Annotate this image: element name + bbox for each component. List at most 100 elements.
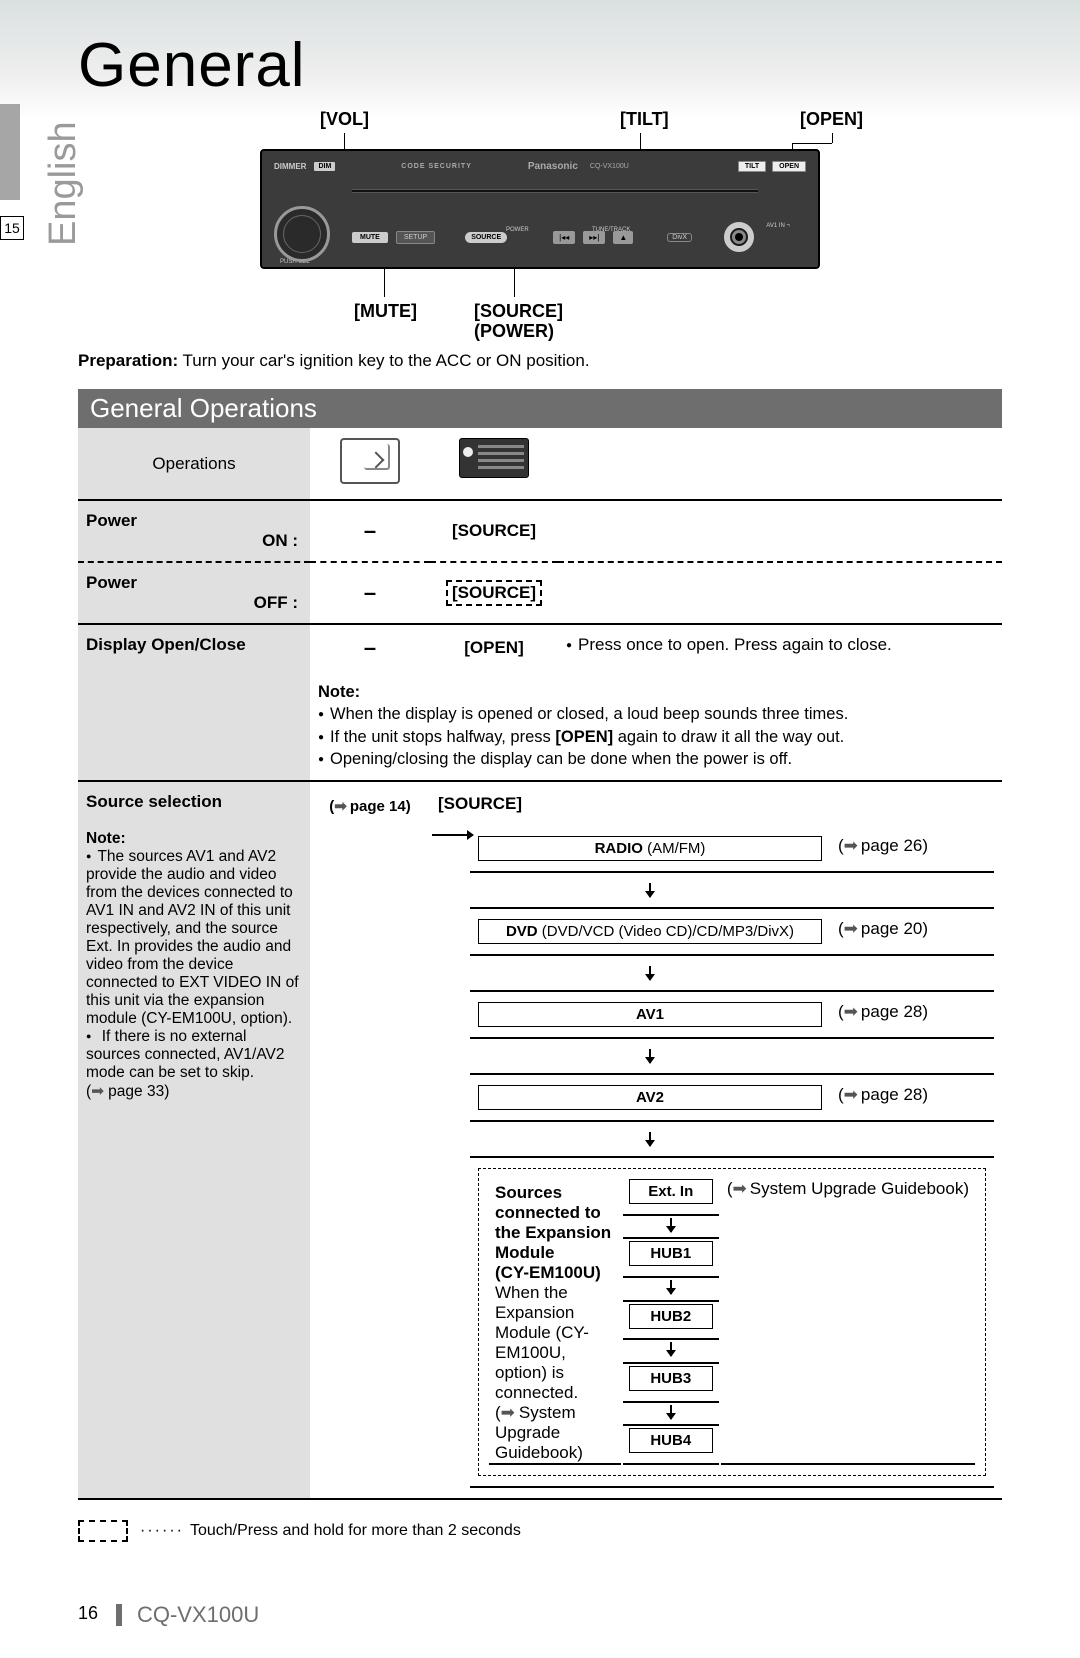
panel-model: CQ-VX100U: [590, 163, 629, 170]
note-label: Note:: [318, 683, 360, 701]
col-header-desc: [558, 428, 1002, 500]
page-title: General: [78, 30, 1002, 101]
page-ref-text: System Upgrade Guidebook: [750, 1179, 964, 1198]
device-diagram: [VOL] [TILT] [OPEN] DIMMER DIM CODE SECU…: [180, 109, 900, 339]
panel-av1-jack: [724, 222, 754, 252]
note-text: again to draw it all the way out.: [613, 728, 844, 746]
table-header-row: Operations: [78, 428, 1002, 500]
flow-hub1: HUB1: [629, 1241, 713, 1266]
flow-label-thin: (DVD/VCD (Video CD)/CD/MP3/DivX): [538, 923, 794, 940]
row-source-selection: Source selection Note: The sources AV1 a…: [78, 781, 1002, 1499]
callout-source: [SOURCE]: [474, 301, 563, 322]
panel-mute-btn: MUTE: [352, 232, 388, 243]
flow-av1: AV1: [478, 1002, 822, 1027]
exp-title: Sources connected to the Expansion Modul…: [495, 1183, 611, 1262]
page-ref: (page 28): [830, 991, 994, 1038]
panel-brand: Panasonic: [528, 161, 578, 172]
flow-label: RADIO: [595, 840, 643, 857]
hold-legend: Touch/Press and hold for more than 2 sec…: [78, 1520, 1002, 1542]
panel-eject-btn: ▲: [613, 231, 633, 244]
preparation-line: Preparation: Turn your car's ignition ke…: [78, 351, 1002, 371]
exp-title2: (CY-EM100U): [495, 1263, 601, 1282]
flow-arrow-down: [649, 966, 651, 980]
preparation-text: Turn your car's ignition key to the ACC …: [178, 351, 589, 370]
row-power-off: Power OFF : – [SOURCE]: [78, 562, 1002, 624]
flow-arrow-down: [670, 1405, 672, 1419]
row-display-note: Note: When the display is opened or clos…: [78, 671, 1002, 781]
op-desc: [558, 562, 1002, 624]
page-number-tab: 15: [0, 216, 24, 240]
flow-label: DVD: [506, 923, 538, 940]
unit-icon: [459, 438, 529, 478]
empty-cell: [78, 671, 310, 781]
page-ref-text: page 20: [861, 919, 922, 938]
panel-source-btn: SOURCE: [465, 232, 507, 243]
flow-hub4: HUB4: [629, 1428, 713, 1453]
flow-hub3: HUB3: [629, 1366, 713, 1391]
note-bullet: If the unit stops halfway, press [OPEN] …: [318, 728, 844, 746]
op-func-label: Power: [86, 573, 302, 593]
col-header-touchscreen-icon: [310, 428, 430, 500]
flow-arrowhead: [467, 830, 474, 840]
note-bullet: The sources AV1 and AV2 provide the audi…: [86, 848, 299, 1027]
language-label: English: [42, 121, 85, 246]
callout-open: [OPEN]: [800, 109, 863, 130]
source-flow-diagram: RADIO (AM/FM) (page 26) DVD (DVD/VCD (Vi…: [438, 826, 994, 1488]
exp-desc: When the Expansion Module (CY-EM100U, op…: [495, 1283, 589, 1402]
page-ref-text: page 26: [861, 836, 922, 855]
flow-radio: RADIO (AM/FM): [478, 836, 822, 861]
panel-prev-btn: |◂◂: [553, 231, 575, 244]
expansion-module-group: Sources connected to the Expansion Modul…: [478, 1168, 986, 1476]
op-touch-value: –: [364, 635, 376, 660]
callout-vol: [VOL]: [320, 109, 369, 130]
op-sub-label: OFF :: [86, 593, 302, 613]
flow-arrow-down: [649, 1132, 651, 1146]
panel-setup-btn: SETUP: [396, 231, 435, 244]
op-func-label: Power: [86, 511, 302, 531]
legend-dots: [134, 1522, 190, 1539]
op-desc: [558, 500, 1002, 562]
op-func-label: Source selection: [86, 792, 302, 812]
callout-power: (POWER): [474, 321, 554, 342]
touchscreen-icon: [340, 438, 400, 484]
flow-arrow-down: [670, 1280, 672, 1294]
page-ref: (page 14): [329, 798, 410, 815]
flow-hub2: HUB2: [629, 1304, 713, 1329]
leader-line: [514, 269, 515, 297]
op-unit-value-hold: [SOURCE]: [446, 580, 542, 606]
leader-line: [384, 269, 385, 297]
col-header-unit-icon: [430, 428, 558, 500]
row-power-on: Power ON : – [SOURCE]: [78, 500, 1002, 562]
flow-arrow-down: [649, 883, 651, 897]
legend-text: Touch/Press and hold for more than 2 sec…: [190, 1522, 521, 1539]
page-footer: 16 CQ-VX100U: [78, 1602, 1002, 1628]
op-unit-value: [OPEN]: [464, 638, 524, 657]
flow-line: [432, 834, 470, 836]
note-bullet: If there is no external sources connecte…: [86, 1028, 284, 1100]
flow-dvd: DVD (DVD/VCD (Video CD)/CD/MP3/DivX): [478, 919, 822, 944]
note-text: If there is no external sources connecte…: [86, 1028, 284, 1081]
note-bullet: When the display is opened or closed, a …: [318, 705, 848, 723]
page-ref: (page 26): [830, 826, 994, 872]
page-ref-text: page 28: [861, 1085, 922, 1104]
op-sub-label: ON :: [86, 531, 302, 551]
panel-next-btn: ▸▸|: [583, 231, 605, 244]
panel-open-btn: OPEN: [772, 161, 806, 172]
page-ref: (System Upgrade Guidebook): [721, 1179, 975, 1465]
preparation-label: Preparation:: [78, 351, 178, 370]
page-ref-text: page 28: [861, 1002, 922, 1021]
note-bullet: Opening/closing the display can be done …: [318, 750, 792, 768]
section-header: General Operations: [78, 389, 1002, 428]
panel-tilt-btn: TILT: [738, 161, 766, 172]
panel-dim-btn: DIM: [314, 162, 335, 171]
flow-av2: AV2: [478, 1085, 822, 1110]
flow-arrow-down: [670, 1342, 672, 1356]
callout-tilt: [TILT]: [620, 109, 669, 130]
note-text: If the unit stops halfway, press: [330, 728, 555, 746]
op-touch-value: –: [364, 580, 376, 605]
op-unit-value: [SOURCE]: [438, 794, 994, 814]
operations-table: Operations Power ON : – [SOURCE] Power O…: [78, 428, 1002, 1500]
leader-line: [792, 143, 832, 144]
op-func-label: Display Open/Close: [86, 635, 302, 655]
flow-arrow-down: [670, 1218, 672, 1232]
